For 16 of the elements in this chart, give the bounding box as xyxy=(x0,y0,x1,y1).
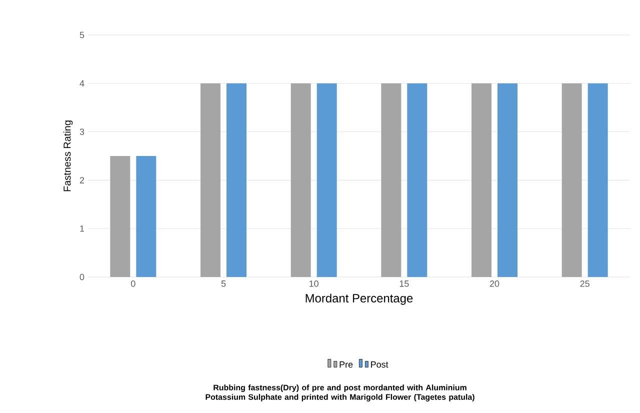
x-axis-title: Mordant Percentage xyxy=(306,294,413,305)
y-tick-label: 0 xyxy=(80,274,84,280)
x-tick-label: 20 xyxy=(490,280,500,287)
y-tick-label: 4 xyxy=(80,80,84,86)
y-tick-label: 5 xyxy=(80,32,84,38)
y-tick-label: 3 xyxy=(80,128,84,135)
legend-label: Pre xyxy=(340,361,353,368)
x-tick-label: 0 xyxy=(131,280,136,287)
x-tick-label: 25 xyxy=(580,280,590,287)
x-tick-label: 15 xyxy=(400,280,409,287)
y-tick-label: 2 xyxy=(80,177,84,184)
legend-label: Post xyxy=(371,361,388,368)
x-tick-label: 5 xyxy=(221,280,226,287)
x-tick-label: 10 xyxy=(310,280,318,287)
y-tick-label: 1 xyxy=(80,226,84,232)
y-axis-title: Fastness Rating xyxy=(63,120,73,192)
